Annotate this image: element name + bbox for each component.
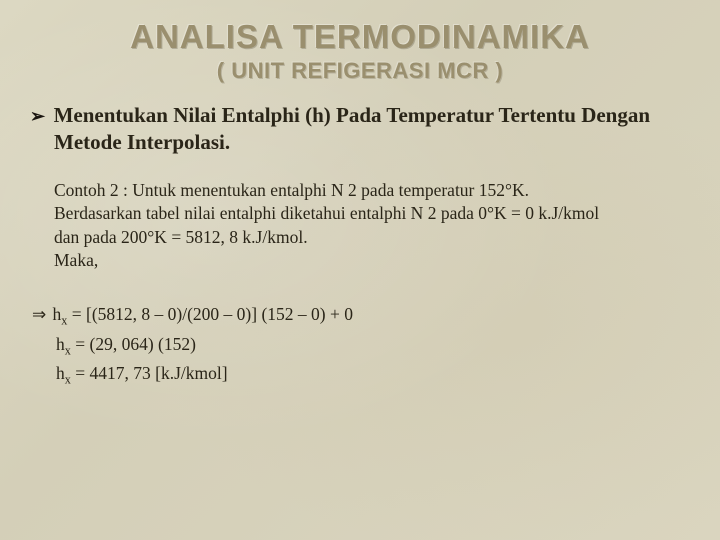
slide-title: ANALISA TERMODINAMIKA (30, 18, 690, 56)
example-line-2: Berdasarkan tabel nilai entalphi diketah… (54, 202, 690, 226)
example-line-1: Contoh 2 : Untuk menentukan entalphi N 2… (54, 179, 690, 203)
calc1-var: h (53, 304, 62, 324)
calc-line-2: hx = (29, 064) (152) (32, 331, 690, 360)
example-line-4: Maka, (54, 249, 690, 273)
section-heading: ➢ Menentukan Nilai Entalphi (h) Pada Tem… (30, 102, 690, 157)
arrow-icon: ⇒ (32, 305, 51, 324)
calc3-var: h (56, 363, 65, 383)
calc1-expr: = [(5812, 8 – 0)/(200 – 0)] (152 – 0) + … (67, 304, 353, 324)
calc3-expr: = 4417, 73 [k.J/kmol] (71, 363, 228, 383)
calc-line-1: ⇒ hx = [(5812, 8 – 0)/(200 – 0)] (152 – … (32, 301, 690, 330)
calc-line-3: hx = 4417, 73 [k.J/kmol] (32, 360, 690, 389)
slide-subtitle: ( UNIT REFIGERASI MCR ) (30, 58, 690, 84)
bullet-icon: ➢ (30, 106, 50, 126)
example-paragraph: Contoh 2 : Untuk menentukan entalphi N 2… (30, 179, 690, 274)
calculation-block: ⇒ hx = [(5812, 8 – 0)/(200 – 0)] (152 – … (30, 301, 690, 389)
calc2-expr: = (29, 064) (152) (71, 334, 196, 354)
example-line-3: dan pada 200°K = 5812, 8 k.J/kmol. (54, 226, 690, 250)
calc2-var: h (56, 334, 65, 354)
heading-text: Menentukan Nilai Entalphi (h) Pada Tempe… (54, 103, 650, 154)
